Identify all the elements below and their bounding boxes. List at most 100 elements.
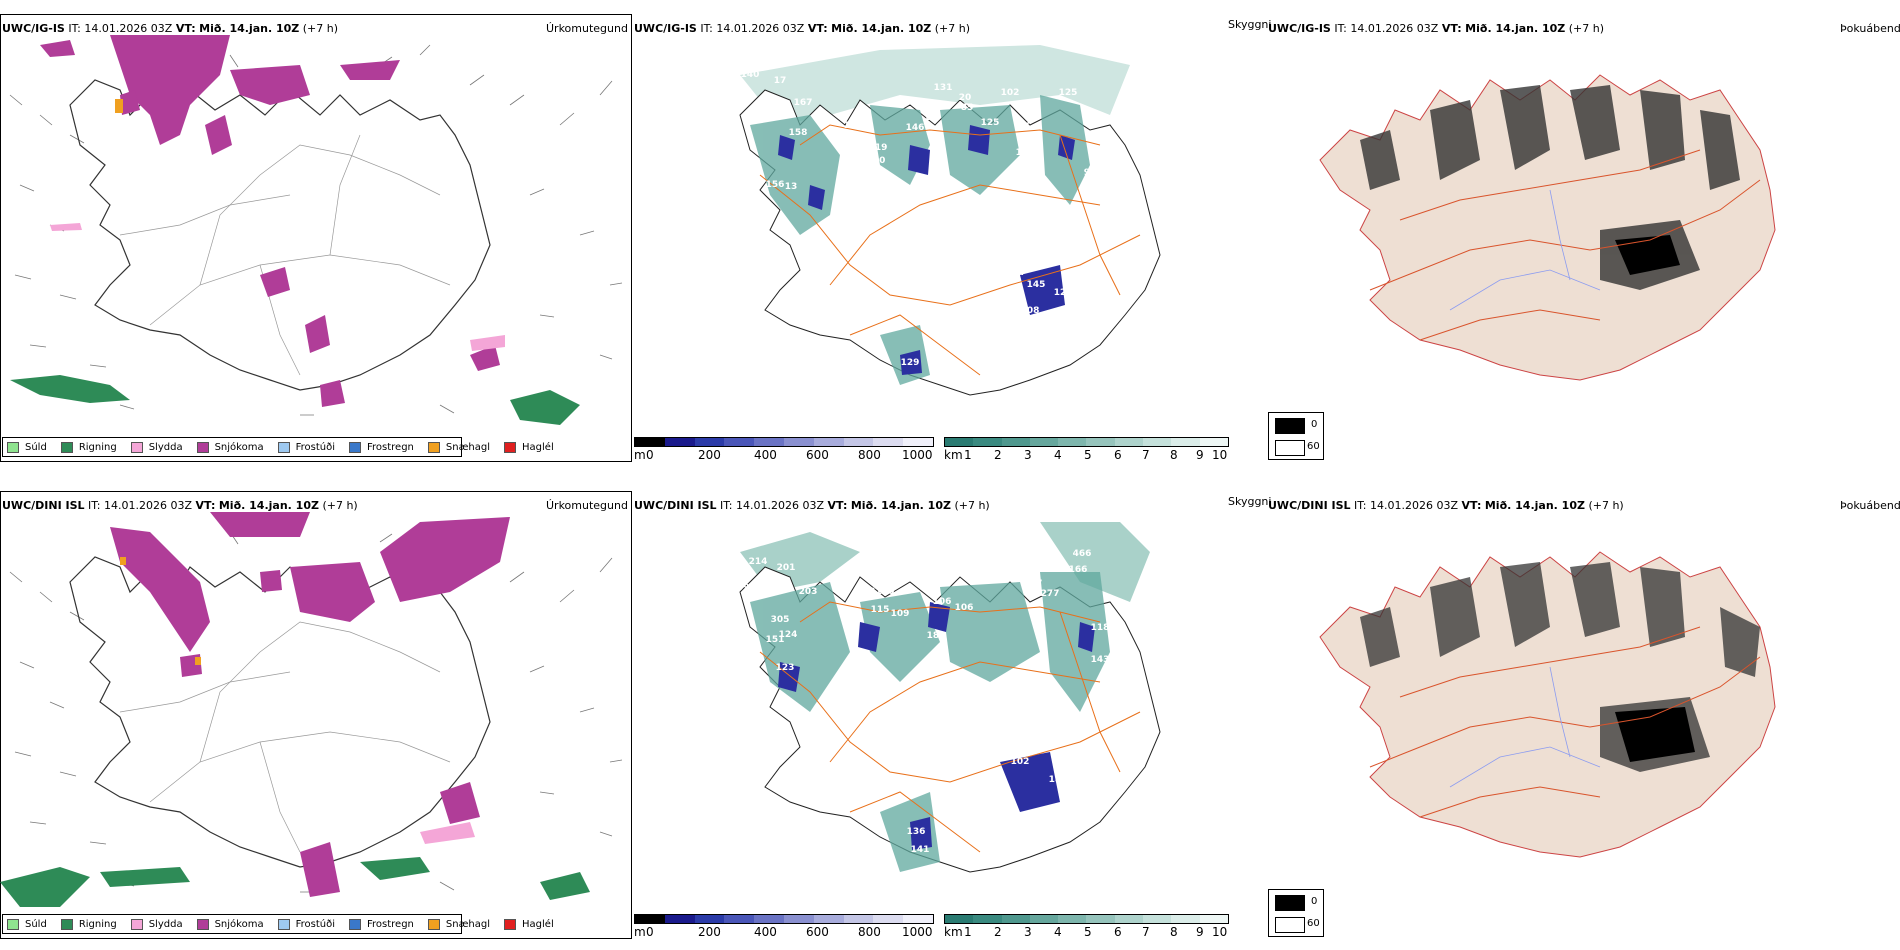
fog-legend-label: 0 xyxy=(1311,419,1318,430)
cloud-label: 128 xyxy=(981,563,1000,573)
legend-label: Haglél xyxy=(522,918,554,930)
model-name: UWC/DINI ISL xyxy=(634,499,717,512)
scale-tick: 400 xyxy=(754,925,777,939)
scale-unit: km xyxy=(944,448,963,462)
fog-swatch-60 xyxy=(1275,917,1305,933)
cloud-label: 109 xyxy=(941,560,960,570)
swatch xyxy=(7,918,19,930)
title-precip-2: Úrkomutegund xyxy=(546,499,628,512)
title-vis-2: Skyggni xyxy=(1228,495,1272,508)
cloud-base-areas xyxy=(778,125,1075,375)
ice-pellet-areas xyxy=(120,557,201,665)
cloud-label: 17 xyxy=(1019,118,1032,128)
cloud-label: 188 xyxy=(1049,775,1068,785)
it-label: IT: xyxy=(1354,499,1367,512)
legend-item: Slydda xyxy=(130,441,183,453)
cloud-label: 203 xyxy=(799,587,818,597)
cloud-label: 115 xyxy=(871,605,890,615)
cloud-labels: 214 201 203 169 305 124 151 123 133 160 … xyxy=(731,549,1110,855)
vt-label: VT: xyxy=(175,22,196,35)
scale-tick: 2 xyxy=(994,925,1002,939)
iceland-outline xyxy=(69,79,491,391)
header-precip-2: UWC/DINI ISL IT: 14.01.2026 03Z VT: Mið.… xyxy=(2,499,358,512)
lead-time: (+7 h) xyxy=(1588,499,1624,512)
scale-tick: 7 xyxy=(1142,448,1150,462)
fog-swatch-60 xyxy=(1275,440,1305,456)
cloud-label: 160 xyxy=(876,587,895,597)
cloud-base-scale-1: m 0 200 400 600 800 1000 xyxy=(634,437,934,462)
vt-value: Mið. 14.jan. 10Z xyxy=(199,22,300,35)
scale-tick: 9 xyxy=(1196,448,1204,462)
cloud-label: 136 xyxy=(907,827,926,837)
legend-item: Snjókoma xyxy=(196,918,264,930)
precip-legend-1: Súld Rigning Slydda Snjókoma Frostúði Fr… xyxy=(2,437,554,457)
swatch xyxy=(60,918,73,930)
header-fog-2: UWC/DINI ISL IT: 14.01.2026 03Z VT: Mið.… xyxy=(1268,499,1624,512)
lead-time: (+7 h) xyxy=(322,499,358,512)
cloud-label: 143 xyxy=(1091,655,1110,665)
visibility-colorbar xyxy=(944,914,1229,924)
scale-tick: 10 xyxy=(1212,925,1228,939)
legend-item: Frostregn xyxy=(349,441,414,453)
visibility-scale-1: km 1 2 3 4 5 6 7 8 9 10 xyxy=(944,437,1229,462)
legend-item: Rigning xyxy=(60,918,117,930)
visibility-colorbar xyxy=(944,437,1229,447)
fog-legend-1: 0 60 xyxy=(1268,412,1324,460)
precip-map-1 xyxy=(9,35,623,425)
cloud-label: 145 xyxy=(1027,280,1046,290)
swatch xyxy=(277,441,290,453)
swatch xyxy=(7,441,19,453)
road-lines xyxy=(759,124,1141,376)
swatch xyxy=(349,441,361,453)
vis-haze xyxy=(740,45,1130,125)
cloud-label: 167 xyxy=(794,98,813,108)
cloud-label: 466 xyxy=(1073,549,1092,559)
visibility-map-1: 140 17 167 156 158 13 115 119 120 185 19… xyxy=(739,45,1161,400)
vis-haze xyxy=(740,522,1150,602)
cloud-label: 158 xyxy=(1021,557,1040,567)
road-lines xyxy=(119,621,451,853)
model-name: UWC/IG-IS xyxy=(1268,22,1331,35)
scale-tick: 8 xyxy=(1170,925,1178,939)
vt-value: Mið. 14.jan. 10Z xyxy=(218,499,319,512)
cloud-label: 102 xyxy=(1011,757,1030,767)
scale-tick: 1 xyxy=(964,925,972,939)
scale-tick: 800 xyxy=(858,925,881,939)
precip-legend-2: Súld Rigning Slydda Snjókoma Frostúði Fr… xyxy=(2,914,554,934)
it-label: IT: xyxy=(88,499,101,512)
legend-item: Snjókoma xyxy=(196,441,264,453)
visibility-map-2: 214 201 203 169 305 124 151 123 133 160 … xyxy=(731,522,1161,873)
snow-areas xyxy=(110,512,510,897)
fog-dense xyxy=(1615,235,1680,275)
legend-label: Súld xyxy=(25,918,47,930)
title-precip-1: Úrkomutegund xyxy=(546,22,628,35)
cloud-label: 146 xyxy=(906,123,925,133)
swatch xyxy=(504,441,517,453)
scale-tick: 3 xyxy=(1024,448,1032,462)
model-name: UWC/DINI ISL xyxy=(1268,499,1351,512)
vt-value: Mið. 14.jan. 10Z xyxy=(1484,499,1585,512)
cloud-label: 111 xyxy=(901,390,920,400)
precip-panel-1 xyxy=(0,14,632,462)
scale-tick: 6 xyxy=(1114,925,1122,939)
fog-map-1 xyxy=(1319,74,1776,381)
it-label: IT: xyxy=(1334,22,1347,35)
swatch xyxy=(196,441,209,453)
precip-panel-2 xyxy=(0,491,632,939)
cloud-label: 141 xyxy=(948,723,967,733)
swatch xyxy=(349,918,361,930)
cloud-label: 91 xyxy=(927,567,940,577)
legend-label: Snæhagl xyxy=(445,441,491,453)
cloud-label: 158 xyxy=(789,128,808,138)
cloud-label: 151 xyxy=(766,635,785,645)
fog-dense xyxy=(1615,707,1695,762)
legend-label: Snjókoma xyxy=(214,441,264,453)
cloud-label: 124 xyxy=(1006,268,1025,278)
header-vis-2: UWC/DINI ISL IT: 14.01.2026 03Z VT: Mið.… xyxy=(634,499,990,512)
swatch xyxy=(427,918,440,930)
cloud-label: 156 xyxy=(766,180,785,190)
legend-item: Súld xyxy=(7,918,47,930)
cloud-label: 125 xyxy=(981,118,1000,128)
title-fog-2: Þokuábendi xyxy=(1840,499,1900,512)
fog-map-2 xyxy=(1319,551,1776,858)
